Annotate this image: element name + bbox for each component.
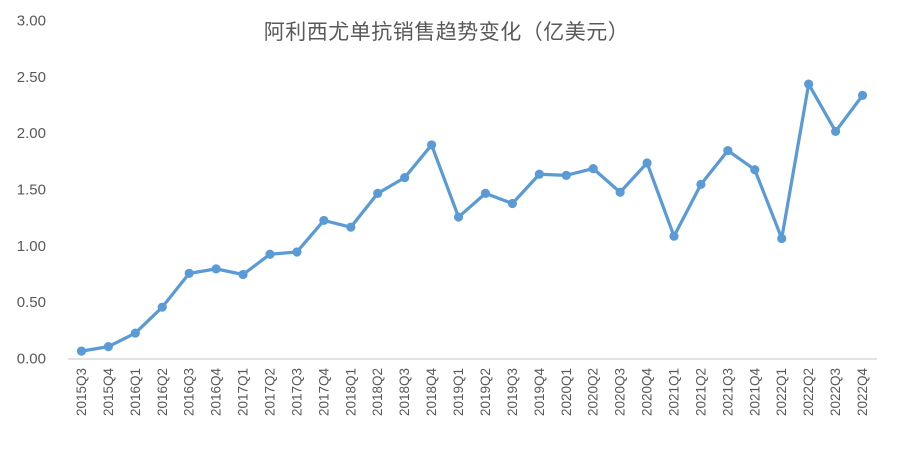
x-axis-tick-label: 2019Q4 — [532, 368, 547, 417]
data-point-marker — [696, 179, 706, 189]
x-axis-tick-label: 2018Q1 — [343, 368, 358, 416]
y-axis-tick-label: 2.00 — [17, 125, 46, 142]
data-point-marker — [265, 249, 275, 259]
x-axis-tick-label: 2016Q2 — [155, 368, 170, 416]
x-axis-tick-label: 2017Q4 — [316, 368, 331, 417]
series-line — [79, 82, 865, 353]
data-point-marker — [831, 126, 841, 137]
data-point-marker — [534, 169, 544, 179]
y-axis-tick-label: 0.50 — [17, 294, 46, 311]
data-point-marker — [103, 342, 113, 352]
x-axis-tick-label: 2019Q2 — [478, 368, 493, 416]
x-axis-tick-label: 2016Q3 — [182, 368, 197, 416]
x-axis-tick-label: 2020Q2 — [586, 368, 601, 416]
y-axis-tick-label: 1.00 — [17, 238, 46, 255]
data-point-marker — [238, 269, 248, 280]
x-axis-tick-label: 2022Q3 — [828, 368, 843, 416]
data-point-marker — [427, 140, 437, 150]
x-axis-tick-label: 2015Q3 — [74, 368, 89, 416]
x-axis-tick-label: 2018Q2 — [370, 368, 385, 416]
data-point-marker — [373, 188, 383, 198]
data-point-marker — [804, 79, 814, 89]
data-point-marker — [723, 145, 733, 156]
x-axis-tick-label: 2016Q4 — [209, 368, 224, 417]
data-point-marker — [615, 187, 625, 197]
data-point-marker — [346, 222, 356, 232]
x-axis-tick-label: 2017Q3 — [289, 368, 304, 416]
data-point-marker — [588, 163, 598, 174]
data-point-marker — [453, 212, 464, 222]
data-point-marker — [777, 233, 787, 244]
data-point-marker — [480, 188, 491, 198]
x-axis-tick-label: 2021Q3 — [720, 368, 735, 416]
data-point-marker — [669, 231, 679, 241]
data-point-marker — [507, 198, 517, 209]
x-axis-tick-label: 2021Q1 — [667, 368, 682, 416]
data-point-marker — [292, 247, 302, 257]
x-axis-tick-label: 2022Q1 — [774, 368, 789, 416]
x-axis-tick-label: 2017Q2 — [263, 368, 278, 416]
data-point-marker — [750, 165, 760, 175]
data-point-marker — [642, 158, 652, 168]
y-axis-tick-label: 3.00 — [17, 13, 46, 30]
y-axis-tick-label: 2.50 — [17, 69, 46, 86]
data-point-marker — [130, 328, 140, 338]
data-point-marker — [561, 170, 571, 180]
x-axis-tick-label: 2020Q4 — [640, 368, 655, 417]
data-point-marker — [157, 302, 167, 312]
chart-title: 阿利西尤单抗销售趋势变化（亿美元） — [263, 21, 630, 44]
x-axis-tick-label: 2021Q4 — [747, 368, 762, 417]
x-axis-tick-label: 2022Q4 — [855, 368, 870, 417]
data-point-marker — [400, 173, 410, 183]
x-axis-tick-label: 2015Q4 — [101, 368, 116, 417]
data-point-marker — [857, 90, 868, 100]
x-axis-tick-label: 2021Q2 — [693, 368, 708, 416]
x-axis-tick-label: 2018Q4 — [424, 368, 439, 417]
data-point-marker — [211, 264, 221, 274]
y-axis-tick-label: 1.50 — [17, 182, 46, 199]
x-axis-tick-label: 2019Q3 — [505, 368, 520, 416]
data-point-marker — [184, 268, 194, 278]
x-axis-tick-label: 2022Q2 — [801, 368, 816, 416]
x-axis-tick-label: 2016Q1 — [128, 368, 143, 416]
x-axis-tick-label: 2018Q3 — [397, 368, 412, 416]
data-point-marker — [319, 215, 329, 226]
data-point-marker — [76, 346, 87, 356]
y-axis-tick-label: 0.00 — [17, 351, 46, 368]
x-axis-tick-label: 2017Q1 — [236, 368, 251, 416]
x-axis-tick-label: 2020Q1 — [559, 368, 574, 416]
x-axis-tick-label: 2019Q1 — [451, 368, 466, 416]
x-axis-tick-label: 2020Q3 — [613, 368, 628, 416]
